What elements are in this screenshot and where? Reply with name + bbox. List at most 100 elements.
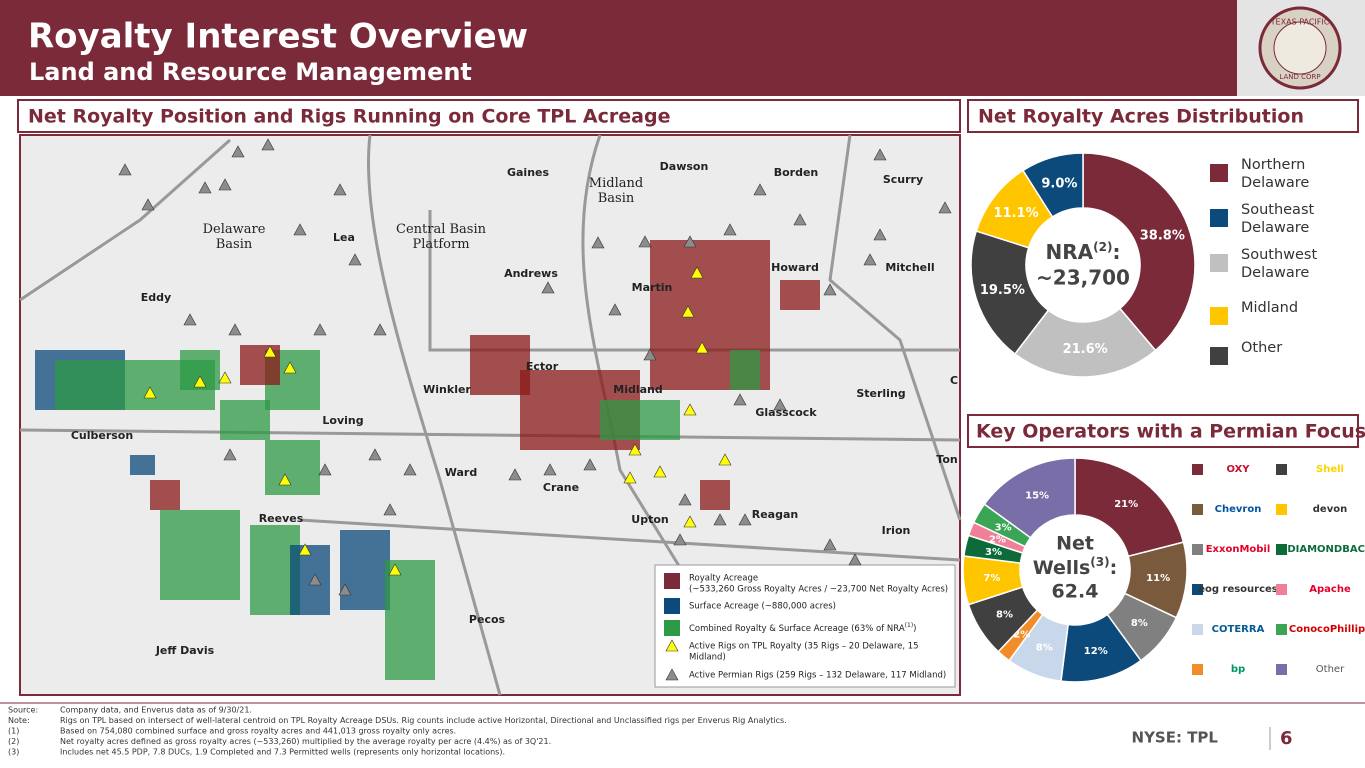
rig (228, 323, 242, 336)
legend-label: Southeast (1241, 202, 1315, 218)
rig (653, 465, 667, 478)
legend-label: bp (1231, 664, 1245, 675)
legend-label: OXY (1226, 464, 1250, 475)
rig (873, 148, 887, 161)
legend-label: Other (1241, 340, 1282, 356)
legend-swatch (1210, 254, 1228, 272)
map-label: Upton (631, 513, 668, 526)
rig (665, 639, 679, 652)
map-label: Delaware Basin (203, 222, 266, 252)
legend-swatch (1192, 464, 1203, 475)
rig (543, 463, 557, 476)
section-box (17, 99, 961, 133)
slice-label: 8% (996, 610, 1013, 621)
rig (508, 468, 522, 481)
rig (683, 403, 697, 416)
legend-label: Other (1316, 664, 1345, 675)
pie-slice (983, 457, 1076, 539)
map-label: Reagan (752, 508, 798, 521)
rig (338, 583, 352, 596)
map-legend-text: Combined Royalty & Surface Acreage (63% … (689, 624, 905, 634)
legend-swatch (1276, 624, 1287, 635)
rig (541, 281, 555, 294)
map-label: Gaines (507, 166, 550, 179)
map-legend-text: Active Permian Rigs (259 Rigs – 132 Dela… (689, 671, 946, 681)
slice-label: 15% (1025, 491, 1049, 502)
section-title: Net Royalty Acres Distribution (978, 106, 1304, 128)
legend-label: Delaware (1241, 265, 1309, 281)
slice-label: 2% (1013, 629, 1030, 640)
footnote-text: Rigs on TPL based on intersect of well-l… (60, 716, 787, 725)
title: Royalty Interest Overview (28, 17, 528, 57)
acreage (780, 280, 820, 310)
rig (863, 253, 877, 266)
map-label: Martin (632, 281, 673, 294)
map-label: Central Basin Platform (396, 222, 487, 252)
center-label: ~23,700 (1036, 266, 1130, 290)
map-label: Lea (333, 231, 355, 244)
acreage (240, 345, 280, 385)
rig (298, 543, 312, 556)
legend-swatch (1192, 584, 1203, 595)
map-label: Scurry (883, 173, 923, 186)
legend-swatch (1192, 504, 1203, 515)
legend-label: Southeast Delaware (1241, 202, 1315, 236)
rig (388, 563, 402, 576)
footnote-text: Includes net 45.5 PDP, 7.8 DUCs, 1.9 Com… (60, 748, 505, 757)
map-label: Sterling (856, 387, 905, 400)
legend-swatch (1210, 164, 1228, 182)
map-label-line: Basin (216, 237, 253, 252)
rig (753, 183, 767, 196)
map-label: Ector (526, 360, 559, 373)
map-label: Winkler (423, 383, 471, 396)
map-label-line: Basin (598, 191, 635, 206)
center-label: Net (1056, 533, 1094, 555)
rig (218, 178, 232, 191)
footnote-label: (1) (8, 727, 19, 736)
legend-label: ExxonMobil (1206, 544, 1271, 555)
slice-label: 12% (1084, 646, 1108, 657)
slice-label: 3% (995, 522, 1012, 533)
center-label: : (1112, 240, 1120, 264)
rig (403, 463, 417, 476)
rig (628, 443, 642, 456)
map-legend-box (654, 564, 956, 688)
logo-text: LAND CORP (1279, 73, 1320, 81)
map-label: Jeff Davis (155, 644, 215, 657)
acreage (730, 350, 760, 390)
rig (718, 453, 732, 466)
subtitle: Land and Resource Management (29, 58, 472, 86)
page-number: 6 (1280, 728, 1293, 749)
slice-label: 11.1% (994, 206, 1039, 221)
rig (608, 303, 622, 316)
rig (583, 458, 597, 471)
map-label: Reeves (259, 512, 304, 525)
section-title: Key Operators with a Permian Focus (976, 421, 1365, 443)
legend-swatch (1210, 307, 1228, 325)
acreage (160, 510, 240, 600)
map-label: Irion (882, 524, 911, 537)
section-box (967, 99, 1359, 133)
footnote-text: Company data, and Enverus data as of 9/3… (60, 706, 252, 715)
center-label: (3) (1090, 555, 1109, 569)
rig (773, 398, 787, 411)
center-label: NRA (1046, 240, 1094, 264)
map-label: Culberson (71, 429, 133, 442)
acreage (290, 545, 330, 615)
legend-swatch (1192, 624, 1203, 635)
legend-swatch (1192, 664, 1203, 675)
acreage (150, 480, 180, 510)
rig (383, 503, 397, 516)
rig (223, 448, 237, 461)
legend-label: Delaware (1241, 175, 1309, 191)
rig (143, 386, 157, 399)
legend-swatch (664, 573, 680, 589)
slice-label: 9.0% (1041, 176, 1077, 191)
acreage (700, 480, 730, 510)
rig (348, 253, 362, 266)
rig (848, 553, 862, 566)
rig (683, 515, 697, 528)
logo-inner (1273, 21, 1327, 75)
legend-swatch (664, 620, 680, 636)
